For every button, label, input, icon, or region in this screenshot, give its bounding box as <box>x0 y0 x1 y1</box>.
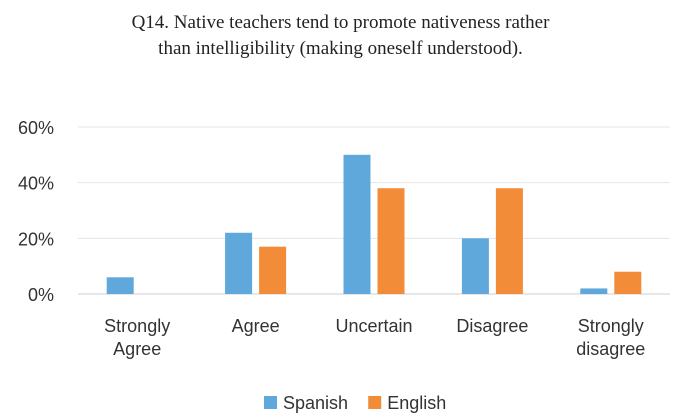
y-tick-label: 40% <box>18 174 54 194</box>
x-tick-label: Agree <box>113 339 161 359</box>
chart-title-line-2: than intelligibility (making oneself und… <box>158 38 523 59</box>
x-tick-label: Uncertain <box>335 316 412 336</box>
bar-english <box>377 188 405 294</box>
x-tick-label: disagree <box>576 339 645 359</box>
y-tick-label: 60% <box>18 118 54 138</box>
bar-english <box>614 271 642 294</box>
bar-spanish <box>580 288 608 294</box>
legend-label-english: English <box>387 393 446 413</box>
x-tick-label: Strongly <box>104 316 170 336</box>
x-tick-label: Strongly <box>578 316 644 336</box>
legend-swatch-spanish <box>264 396 277 409</box>
bar-spanish <box>461 238 489 294</box>
bar-spanish <box>106 277 134 294</box>
bar-spanish <box>225 232 253 294</box>
bar-english <box>495 188 523 294</box>
x-tick-label: Agree <box>232 316 280 336</box>
bar-spanish <box>343 154 371 294</box>
y-tick-label: 0% <box>28 285 54 305</box>
chart-title-line-1: Q14. Native teachers tend to promote nat… <box>131 12 550 33</box>
x-tick-label: Disagree <box>456 316 528 336</box>
y-tick-label: 20% <box>18 229 54 249</box>
bar-english <box>259 246 287 294</box>
legend-label-spanish: Spanish <box>283 393 348 413</box>
legend-swatch-english <box>368 396 382 409</box>
